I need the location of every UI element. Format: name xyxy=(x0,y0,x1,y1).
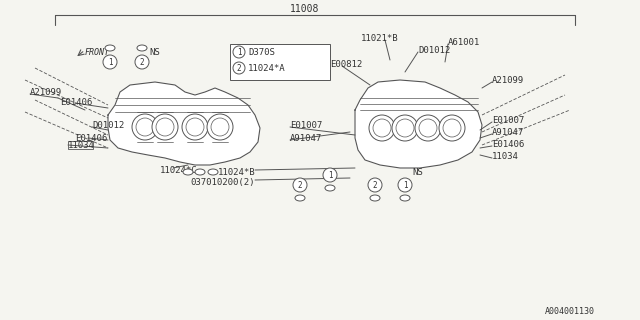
Text: 1: 1 xyxy=(403,180,407,189)
Circle shape xyxy=(415,115,441,141)
Text: E01406: E01406 xyxy=(492,140,524,148)
Circle shape xyxy=(132,114,158,140)
Text: 2: 2 xyxy=(140,58,144,67)
Bar xyxy=(230,44,330,80)
Ellipse shape xyxy=(183,169,193,175)
Text: E01406: E01406 xyxy=(75,133,108,142)
Circle shape xyxy=(152,114,178,140)
Ellipse shape xyxy=(370,195,380,201)
Polygon shape xyxy=(355,80,482,168)
Text: D01012: D01012 xyxy=(418,45,451,54)
Text: A91047: A91047 xyxy=(492,127,524,137)
Text: D370S: D370S xyxy=(248,47,275,57)
Ellipse shape xyxy=(400,195,410,201)
Text: E01007: E01007 xyxy=(290,121,323,130)
Ellipse shape xyxy=(295,195,305,201)
Text: 2: 2 xyxy=(298,180,302,189)
Text: NS: NS xyxy=(413,167,424,177)
Text: 11021*B: 11021*B xyxy=(361,34,399,43)
Text: 11024*C: 11024*C xyxy=(160,165,198,174)
Circle shape xyxy=(293,178,307,192)
Circle shape xyxy=(103,55,117,69)
Text: E01007: E01007 xyxy=(492,116,524,124)
Text: 2: 2 xyxy=(237,63,241,73)
Text: A61001: A61001 xyxy=(448,37,480,46)
Bar xyxy=(68,141,93,149)
Text: E00812: E00812 xyxy=(330,60,362,68)
Circle shape xyxy=(392,115,418,141)
Ellipse shape xyxy=(195,169,205,175)
Text: A21099: A21099 xyxy=(492,76,524,84)
Text: 11024*A: 11024*A xyxy=(248,63,285,73)
Text: A91047: A91047 xyxy=(290,133,323,142)
Text: 1: 1 xyxy=(328,171,332,180)
Polygon shape xyxy=(108,82,260,165)
Ellipse shape xyxy=(137,45,147,51)
Circle shape xyxy=(207,114,233,140)
Text: NS: NS xyxy=(150,47,161,57)
Text: A21099: A21099 xyxy=(30,87,62,97)
Circle shape xyxy=(135,55,149,69)
Text: A004001130: A004001130 xyxy=(545,308,595,316)
Text: E01406: E01406 xyxy=(60,98,92,107)
Ellipse shape xyxy=(105,45,115,51)
Text: 2: 2 xyxy=(372,180,378,189)
Text: 1: 1 xyxy=(237,47,241,57)
Text: FRONT: FRONT xyxy=(85,47,110,57)
Circle shape xyxy=(439,115,465,141)
Ellipse shape xyxy=(325,185,335,191)
Text: 11034: 11034 xyxy=(68,140,95,149)
Text: 037010200(2): 037010200(2) xyxy=(191,178,255,187)
Circle shape xyxy=(368,178,382,192)
Text: 11024*B: 11024*B xyxy=(218,167,255,177)
Circle shape xyxy=(323,168,337,182)
Ellipse shape xyxy=(208,169,218,175)
Circle shape xyxy=(369,115,395,141)
Text: 1: 1 xyxy=(108,58,112,67)
Text: 11034: 11034 xyxy=(492,151,519,161)
Text: D01012: D01012 xyxy=(92,121,124,130)
Circle shape xyxy=(398,178,412,192)
Circle shape xyxy=(233,46,245,58)
Text: 11008: 11008 xyxy=(291,4,320,14)
Circle shape xyxy=(182,114,208,140)
Circle shape xyxy=(233,62,245,74)
